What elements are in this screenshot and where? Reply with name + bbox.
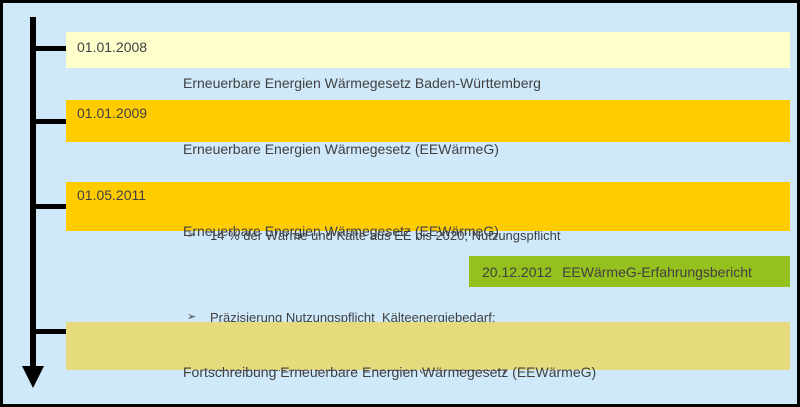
timeline-tick-fortschreibung xyxy=(30,329,66,334)
bar-2012-title: EEWärmeG-Erfahrungsbericht xyxy=(562,263,752,280)
timeline-bar-2011: 01.05.2011 Erneuerbare Energien Wärmeges… xyxy=(66,182,790,373)
bar-2009-date: 01.01.2009 xyxy=(77,105,148,121)
bar-2011-bullet-text-line1: Präzisierung Nutzungspflicht Kälteenergi… xyxy=(210,310,496,325)
timeline-bar-2009: 01.01.2009 Erneuerbare Energien Wärmeges… xyxy=(66,100,790,242)
timeline-tick-2008 xyxy=(30,46,66,51)
arrow-bullet-icon: ➢ xyxy=(187,229,197,241)
timeline-bar-2008: 01.01.2008 Erneuerbare Energien Wärmeges… xyxy=(66,32,790,91)
timeline-bar-2012: 20.12.2012 EEWärmeG-Erfahrungsbericht xyxy=(469,256,790,287)
bar-2012-date: 20.12.2012 xyxy=(482,263,553,280)
arrow-bullet-icon: ➢ xyxy=(187,311,197,323)
timeline-arrowhead-icon xyxy=(22,366,44,388)
bar-2011-date: 01.05.2011 xyxy=(77,187,147,203)
bar-2008-title: Erneuerbare Energien Wärmegesetz Baden-W… xyxy=(183,75,541,91)
bar-2008-date: 01.01.2008 xyxy=(77,39,148,55)
timeline-tick-2011 xyxy=(30,204,66,209)
bar-2009-bullet: ➢ 14 % der Wärme und Kälte aus EE bis 20… xyxy=(187,229,790,242)
bar-2009-content: Erneuerbare Energien Wärmegesetz (EEWärm… xyxy=(183,105,790,314)
bar-2008-content: Erneuerbare Energien Wärmegesetz Baden-W… xyxy=(183,39,790,127)
bar-2011-title: Erneuerbare Energien Wärmegesetz (EEWärm… xyxy=(183,223,499,239)
timeline-bar-fortschreibung: Fortschreibung Erneuerbare Energien Wärm… xyxy=(66,322,790,380)
timeline-axis xyxy=(30,17,36,370)
bar-2009-title: Erneuerbare Energien Wärmegesetz (EEWärm… xyxy=(183,141,499,157)
bar-fortschreibung-content: Fortschreibung Erneuerbare Energien Wärm… xyxy=(183,328,790,404)
bar-2009-bullet-text: 14 % der Wärme und Kälte aus EE bis 2020… xyxy=(210,228,561,243)
timeline-tick-2009 xyxy=(30,119,66,124)
bar-2011-bullet: ➢ Präzisierung Nutzungspflicht Kälteener… xyxy=(187,311,790,324)
bar-fortschreibung-title: Fortschreibung Erneuerbare Energien Wärm… xyxy=(183,364,597,380)
